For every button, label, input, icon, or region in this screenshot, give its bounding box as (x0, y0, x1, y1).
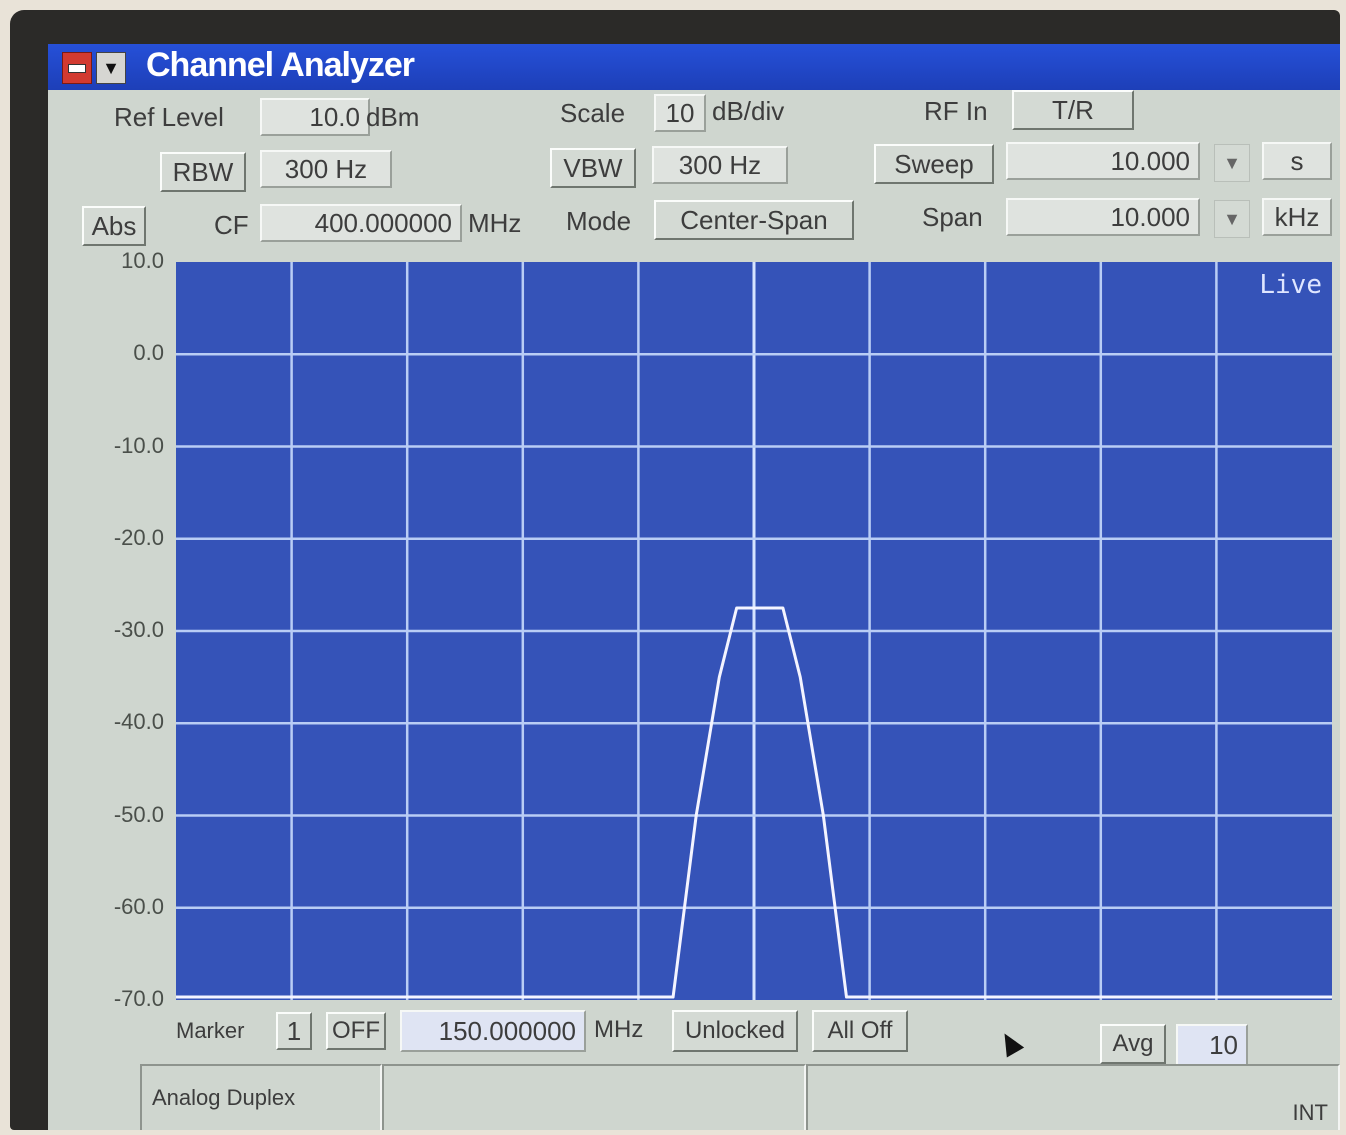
span-unit: kHz (1262, 198, 1332, 236)
rf-in-select[interactable]: T/R (1012, 90, 1134, 130)
channel-analyzer-window: ▼ Channel Analyzer Ref Level 10.0 dBm Sc… (48, 44, 1340, 1130)
sweep-unit: s (1262, 142, 1332, 180)
marker-frequency-input[interactable]: 150.000000 (400, 1010, 586, 1052)
all-off-button[interactable]: All Off (812, 1010, 908, 1052)
scale-label: Scale (560, 98, 626, 128)
marker-off-button[interactable]: OFF (326, 1012, 386, 1050)
cf-unit: MHz (468, 208, 522, 238)
span-dropdown-icon[interactable]: ▼ (1214, 200, 1250, 238)
scale-unit: dB/div (712, 96, 785, 126)
y-tick-label: -10.0 (113, 432, 164, 458)
status-message (382, 1064, 806, 1130)
spectrum-plot[interactable]: Live (176, 262, 1332, 1000)
marker-number-button[interactable]: 1 (276, 1012, 312, 1050)
cf-label: CF (214, 210, 249, 240)
vbw-button[interactable]: VBW (550, 148, 636, 188)
avg-button[interactable]: Avg (1100, 1024, 1166, 1064)
window-title: Channel Analyzer (146, 46, 415, 84)
y-tick-label: -50.0 (113, 801, 164, 827)
y-tick-label: -70.0 (113, 986, 164, 1011)
marker-label: Marker (176, 1018, 245, 1043)
ref-level-input[interactable]: 10.0 (260, 98, 370, 136)
span-label: Span (922, 202, 983, 232)
span-input[interactable]: 10.000 (1006, 198, 1200, 236)
sweep-dropdown-icon[interactable]: ▼ (1214, 144, 1250, 182)
spectrum-chart (176, 262, 1332, 1000)
unlocked-button[interactable]: Unlocked (672, 1010, 798, 1052)
center-frequency-input[interactable]: 400.000000 (260, 204, 462, 242)
y-tick-label: -30.0 (113, 617, 164, 642)
abs-button[interactable]: Abs (82, 206, 146, 246)
rbw-button[interactable]: RBW (160, 152, 246, 192)
mode-label: Mode (566, 206, 632, 236)
y-tick-label: -40.0 (113, 709, 164, 735)
y-tick-label: -60.0 (113, 893, 164, 919)
marker-frequency-unit: MHz (594, 1016, 644, 1043)
y-tick-label: 10.0 (121, 248, 164, 273)
mouse-cursor-icon (995, 1028, 1025, 1058)
avg-count-input[interactable]: 10 (1176, 1024, 1248, 1066)
title-bar[interactable]: ▼ Channel Analyzer (48, 44, 1340, 90)
rbw-input[interactable]: 300 Hz (260, 150, 392, 188)
sweep-time-input[interactable]: 10.000 (1006, 142, 1200, 180)
vbw-input[interactable]: 300 Hz (652, 146, 788, 184)
mode-select[interactable]: Center-Span (654, 200, 854, 240)
ref-level-unit: dBm (366, 102, 420, 132)
window-close-icon[interactable] (62, 52, 92, 84)
status-reference: INT (806, 1064, 1340, 1130)
y-tick-label: -20.0 (113, 524, 164, 550)
y-tick-label: 0.0 (133, 340, 164, 366)
live-indicator: Live (1259, 270, 1322, 300)
rf-in-label: RF In (924, 96, 988, 126)
window-menu-icon[interactable]: ▼ (96, 52, 126, 84)
spectrum-trace (176, 606, 1332, 999)
ref-level-label: Ref Level (114, 102, 224, 132)
scale-input[interactable]: 10 (654, 94, 706, 132)
status-mode: Analog Duplex (140, 1064, 382, 1130)
sweep-button[interactable]: Sweep (874, 144, 994, 184)
